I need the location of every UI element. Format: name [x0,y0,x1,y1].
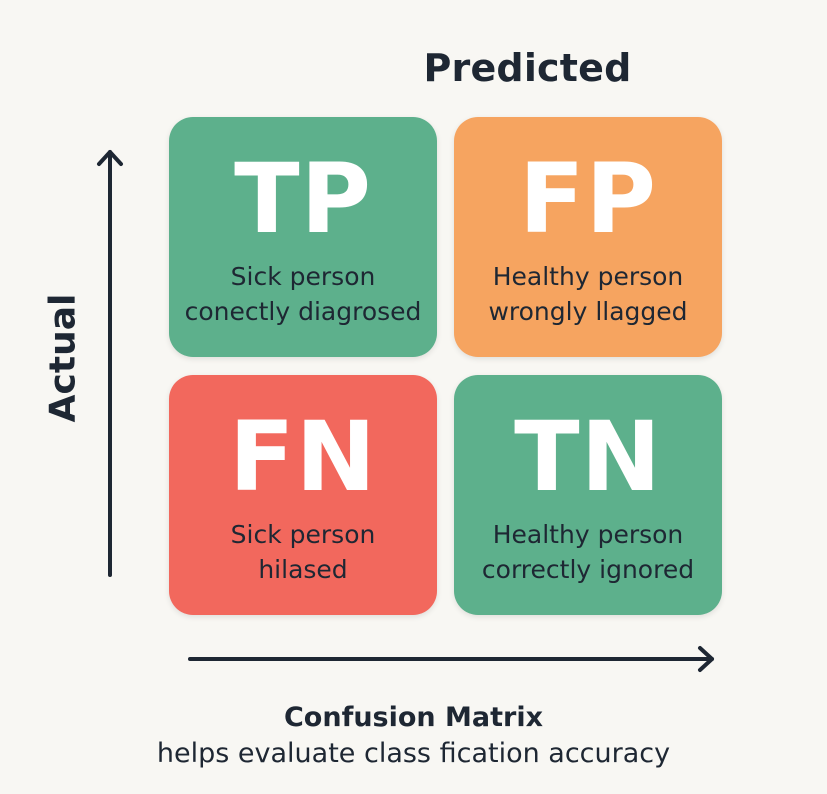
cell-false-negative: FN Sick person hilased [169,375,437,615]
cell-abbreviation: TP [234,143,372,255]
diagram-subtitle: helps evaluate class fication accuracy [156,738,671,769]
cell-description-line: wrongly llagged [488,297,688,326]
cell-abbreviation: FP [519,143,657,255]
cell-description-line: correctly ignored [481,555,695,584]
cell-description-line: Sick person [230,520,376,549]
vertical-arrow [97,150,123,577]
cell-description-line: hilased [258,555,348,584]
horizontal-arrow [188,646,714,672]
cell-false-positive: FP Healthy person wrongly llagged [454,117,722,357]
cell-description: Healthy person wrongly llagged [462,259,714,329]
cell-description: Sick person hilased [177,517,429,587]
cell-description-line: Healthy person [492,262,684,291]
cell-description-line: conectly diagrosed [184,297,422,326]
predicted-axis-label: Predicted [423,46,632,90]
cell-abbreviation: FN [229,401,377,513]
diagram-title: Confusion Matrix [283,702,544,733]
cell-description: Healthy person correctly ignored [462,517,714,587]
cell-true-negative: TN Healthy person correctly ignored [454,375,722,615]
cell-description-line: Sick person [230,262,376,291]
cell-true-positive: TP Sick person conectly diagrosed [169,117,437,357]
cell-description: Sick person conectly diagrosed [177,259,429,329]
cell-abbreviation: TN [514,401,662,513]
cell-description-line: Healthy person [492,520,684,549]
